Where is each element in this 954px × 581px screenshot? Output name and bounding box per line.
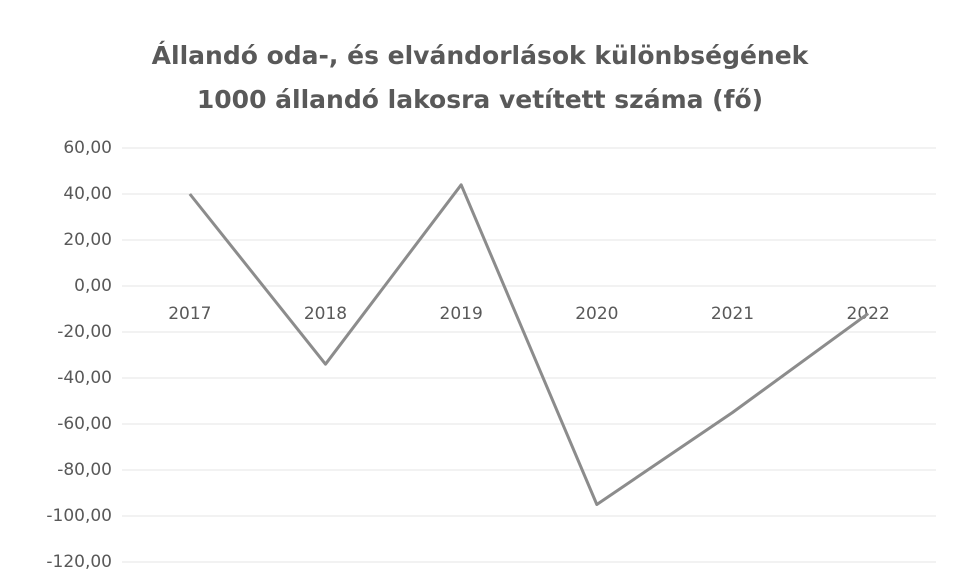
- y-tick-label: -80,00: [57, 460, 112, 480]
- y-tick-label: -100,00: [46, 506, 112, 526]
- x-tick-label: 2017: [168, 304, 211, 324]
- x-tick-label: 2020: [575, 304, 618, 324]
- x-tick-label: 2019: [440, 304, 483, 324]
- data-line: [188, 183, 870, 506]
- x-tick-label: 2018: [304, 304, 347, 324]
- y-tick-label: 0,00: [74, 276, 112, 296]
- y-tick-label: 60,00: [63, 138, 112, 158]
- x-tick-label: 2021: [711, 304, 754, 324]
- y-tick-label: 40,00: [63, 184, 112, 204]
- y-tick-label: -60,00: [57, 414, 112, 434]
- y-tick-label: -120,00: [46, 552, 112, 572]
- y-tick-label: -20,00: [57, 322, 112, 342]
- chart-title: Állandó oda-, és elvándorlások különbség…: [151, 41, 809, 114]
- y-tick-label: -40,00: [57, 368, 112, 388]
- y-tick-label: 20,00: [63, 230, 112, 250]
